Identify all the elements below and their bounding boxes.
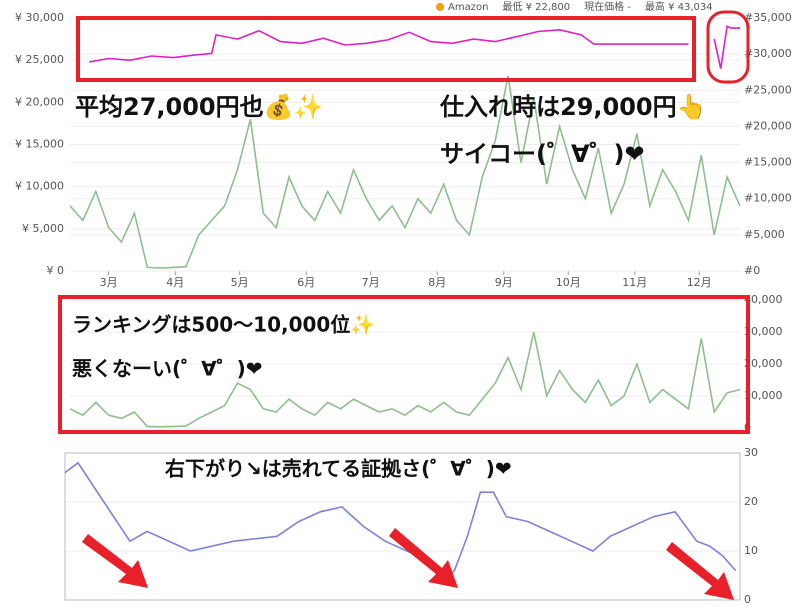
- y-tick-label: ¥ 0: [47, 264, 65, 277]
- y-tick-label: ¥ 25,000: [15, 53, 64, 66]
- y-tick-label: #35,000: [744, 11, 792, 24]
- legend-label: 現在価格 -: [584, 0, 631, 13]
- y-tick-label: 30: [744, 446, 758, 459]
- annotation: 平均27,000円也💰✨: [75, 93, 323, 121]
- offers-frame: [64, 452, 741, 601]
- x-tick-label: 3月: [100, 276, 118, 289]
- y-tick-label: #25,000: [744, 83, 792, 96]
- arrows: [82, 528, 734, 600]
- highlight-box: [76, 16, 696, 82]
- annotation: 悪くなーい(゜∀゜)❤: [72, 357, 263, 381]
- annotation: 仕入れ時は29,000円👆: [439, 93, 707, 121]
- arrow: [666, 542, 734, 600]
- y-tick-label: ¥ 30,000: [15, 11, 64, 24]
- annotation: サイコー(゜∀゜)❤: [440, 140, 645, 168]
- x-tick-label: 12月: [687, 276, 712, 289]
- series-line: [69, 331, 741, 428]
- series-line: [64, 461, 737, 582]
- y-tick-label: #10,000: [744, 192, 792, 205]
- arrow: [82, 534, 148, 588]
- y-tick-label: 20: [744, 495, 758, 508]
- x-tick-label: 11月: [622, 276, 647, 289]
- annotation: 右下がり↘は売れてる証拠さ(゜∀゜)❤: [165, 457, 512, 481]
- highlight-box: [706, 10, 750, 84]
- annotation: ランキングは500〜10,000位✨: [72, 313, 375, 337]
- series-line: [69, 75, 741, 269]
- y-tick-label: #30,000: [744, 47, 792, 60]
- y-tick-label: #5,000: [744, 228, 785, 241]
- x-tick-label: 6月: [297, 276, 315, 289]
- y-tick-label: #20,000: [744, 119, 792, 132]
- arrow: [389, 528, 458, 588]
- legend-dot: [436, 3, 444, 11]
- legend-label: 最低 ¥ 22,800: [502, 0, 570, 13]
- y-tick-label: ¥ 10,000: [15, 180, 64, 193]
- y-tick-label: 10: [744, 544, 758, 557]
- x-tick-label: 5月: [231, 276, 249, 289]
- legend-label: 最高 ¥ 43,034: [645, 0, 713, 13]
- y-tick-label: 0: [744, 593, 751, 606]
- y-tick-label: ¥ 5,000: [22, 222, 64, 235]
- y-tick-label: 30,000: [744, 325, 783, 338]
- y-tick-label: 20,000: [744, 357, 783, 370]
- x-tick-label: 8月: [428, 276, 446, 289]
- series-line: [89, 25, 740, 69]
- y-tick-label: ¥ 20,000: [15, 95, 64, 108]
- y-tick-label: #0: [744, 264, 760, 277]
- x-tick-label: 10月: [556, 276, 581, 289]
- highlight-box: [58, 295, 750, 434]
- y-tick-label: #15,000: [744, 156, 792, 169]
- y-tick-label: ¥ 15,000: [15, 138, 64, 151]
- y-tick-label: 10,000: [744, 389, 783, 402]
- x-tick-label: 9月: [495, 276, 513, 289]
- x-tick-label: 4月: [166, 276, 184, 289]
- y-tick-label: 40,000: [744, 293, 783, 306]
- legend-label: Amazon: [448, 2, 488, 13]
- x-tick-label: 7月: [362, 276, 380, 289]
